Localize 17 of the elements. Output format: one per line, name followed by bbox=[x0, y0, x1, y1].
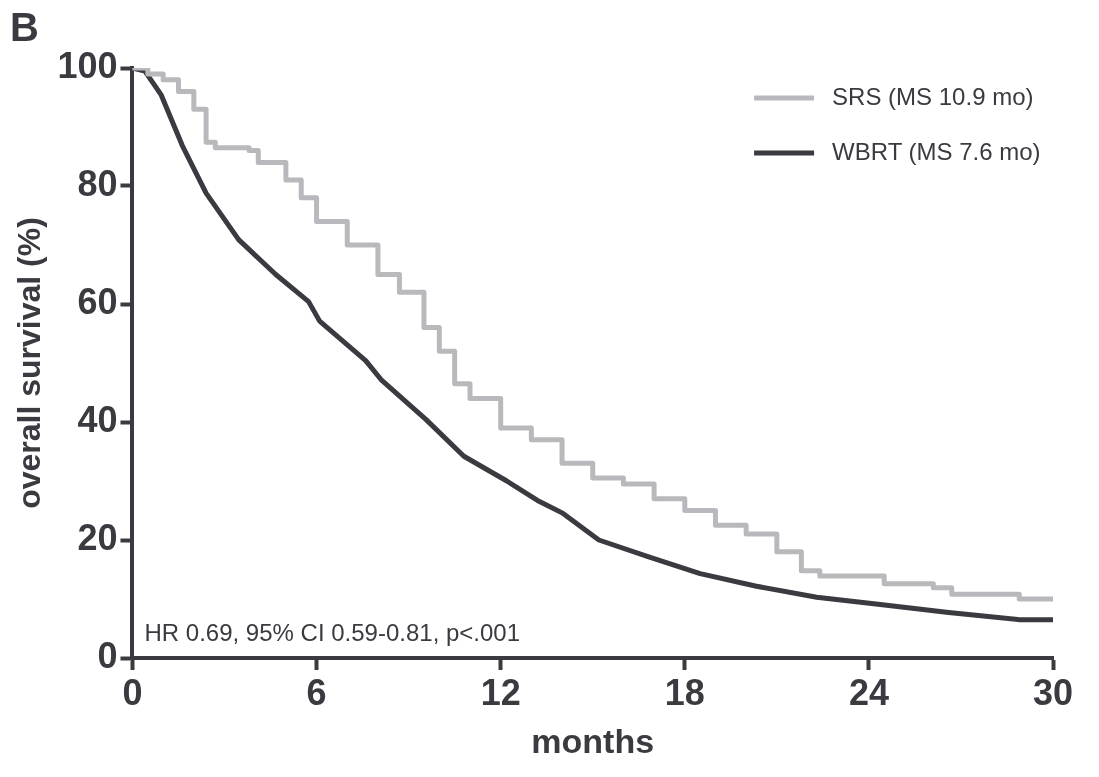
x-tick-label: 30 bbox=[1032, 671, 1074, 713]
chart-title: B bbox=[10, 5, 39, 50]
x-tick-label: 24 bbox=[848, 671, 889, 713]
y-tick-label: 60 bbox=[77, 280, 118, 322]
x-tick-label: 6 bbox=[306, 671, 327, 713]
y-axis-title: overall survival (%) bbox=[11, 217, 48, 509]
x-tick-label: 12 bbox=[480, 671, 521, 713]
y-tick-label: 20 bbox=[77, 516, 118, 558]
y-tick-label: 0 bbox=[97, 634, 118, 676]
y-tick-label: 100 bbox=[57, 44, 118, 86]
legend-label: WBRT (MS 7.6 mo) bbox=[832, 137, 1041, 165]
x-axis-title: months bbox=[531, 721, 655, 760]
x-tick-label: 18 bbox=[664, 671, 705, 713]
y-tick-label: 80 bbox=[77, 162, 118, 204]
annotation: HR 0.69, 95% CI 0.59-0.81, p<.001 bbox=[144, 618, 521, 646]
y-tick-label: 40 bbox=[77, 398, 118, 440]
legend-label: SRS (MS 10.9 mo) bbox=[832, 82, 1034, 110]
